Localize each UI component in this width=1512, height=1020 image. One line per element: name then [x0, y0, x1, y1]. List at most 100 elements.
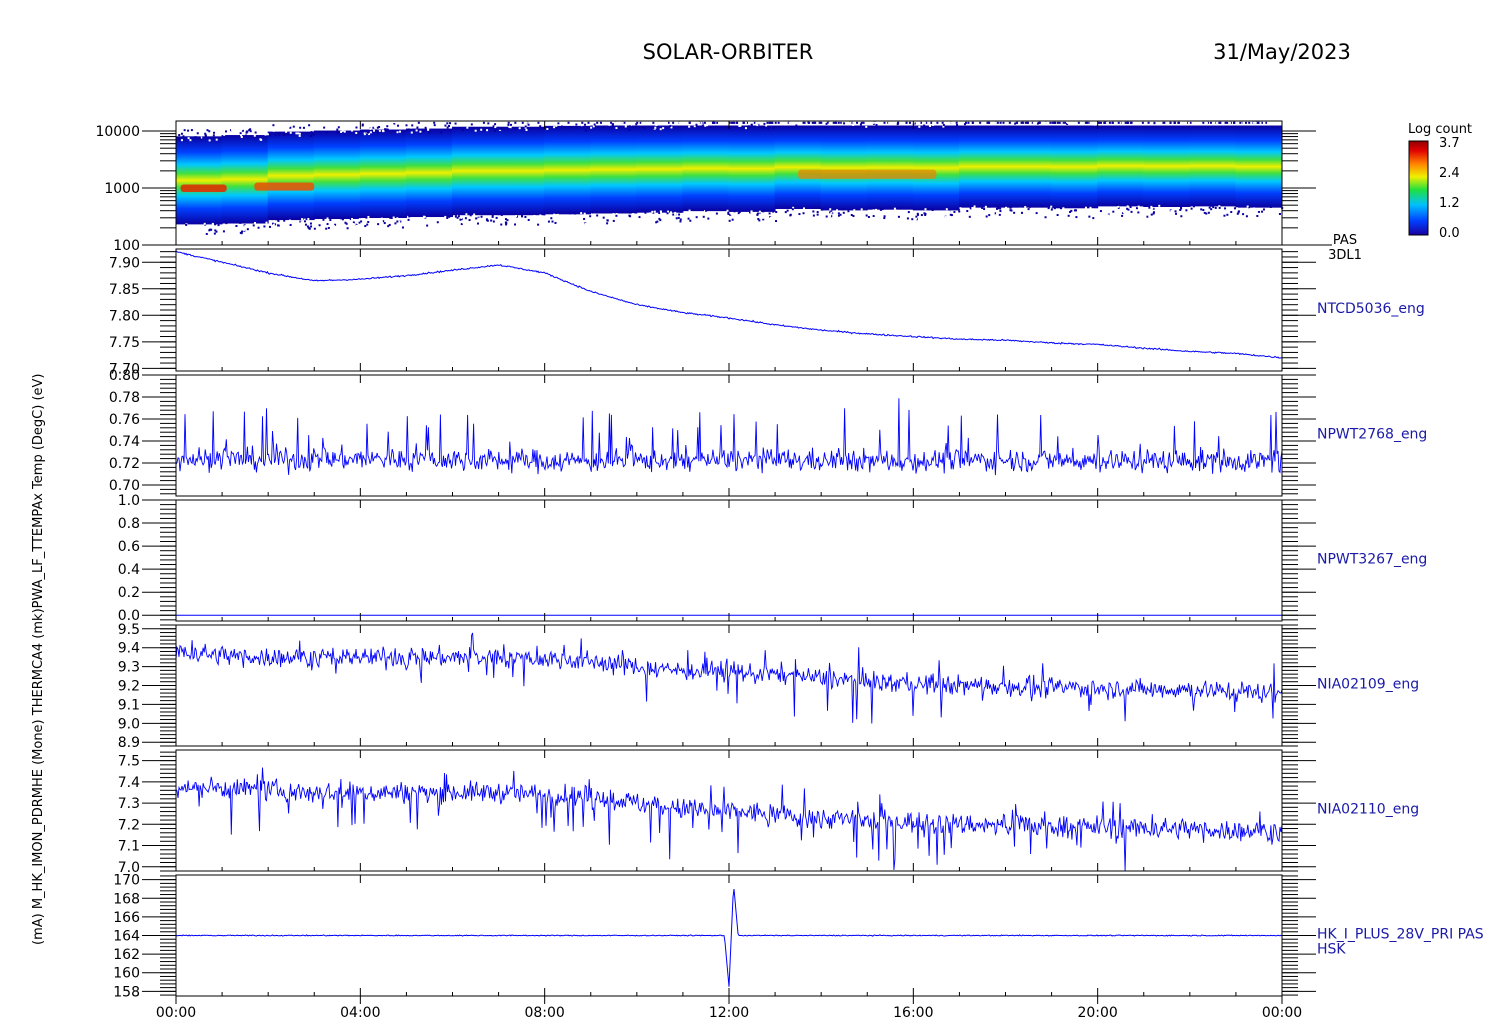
spectrogram-noise	[327, 226, 330, 229]
spectrogram-noise	[774, 121, 777, 124]
spectrogram-noise	[757, 218, 760, 221]
spectrogram-noise	[468, 124, 471, 127]
spectrogram-noise	[850, 214, 853, 217]
spectrogram-noise	[652, 121, 655, 124]
spectrogram-noise	[628, 211, 631, 214]
spectrogram-noise	[500, 213, 503, 216]
spectrogram-noise	[1259, 121, 1262, 124]
spectrogram-noise	[826, 121, 829, 124]
spectrogram-noise	[417, 121, 420, 124]
spectrogram-noise	[1147, 121, 1150, 124]
spectrogram-noise	[240, 136, 243, 139]
spectrogram-noise	[1211, 214, 1214, 217]
series-label: NIA02109_eng	[1317, 677, 1419, 693]
spectrogram-noise	[948, 210, 951, 213]
spectrogram-noise	[297, 132, 300, 135]
spectrogram-noise	[352, 221, 355, 224]
spectrogram-noise	[974, 212, 977, 215]
spectrogram-noise	[592, 213, 595, 216]
spectrogram-noise	[1062, 207, 1065, 210]
spectrogram-noise	[373, 125, 376, 128]
spectrogram-noise	[651, 210, 654, 213]
y-tick-label: 0.8	[118, 516, 140, 532]
spectrogram-noise	[352, 219, 355, 222]
spectrogram-noise	[436, 223, 439, 226]
spectrogram-noise	[670, 126, 673, 129]
spectrogram-noise	[583, 217, 586, 220]
spectrogram-noise	[473, 213, 476, 216]
spectrogram-noise	[756, 213, 759, 216]
y-tick-label: 0.70	[109, 478, 140, 494]
spectrogram-noise	[899, 121, 902, 124]
spectrogram-noise	[772, 210, 775, 213]
spectrogram-noise	[606, 219, 609, 222]
spectrogram-noise	[825, 213, 828, 216]
spectrogram-noise	[864, 121, 867, 124]
spectrogram-noise	[407, 218, 410, 221]
spectrogram-noise	[1122, 121, 1125, 124]
spectrogram-noise	[1097, 121, 1100, 124]
x-tick-label: 00:00	[156, 1005, 196, 1020]
spectrogram-noise	[883, 121, 886, 124]
spectrogram-noise	[194, 136, 197, 139]
spectrogram-noise	[1263, 121, 1266, 124]
spectrogram-noise	[927, 125, 930, 128]
spectrogram-noise	[457, 215, 460, 218]
spectrogram-noise	[1083, 123, 1086, 126]
spectrogram-noise	[1067, 214, 1070, 217]
spectrogram-noise	[918, 121, 921, 124]
spectrogram-noise	[635, 123, 638, 126]
spectrogram-noise	[524, 215, 527, 218]
spectrogram-noise	[218, 231, 221, 234]
spectrogram-noise	[915, 121, 918, 124]
spectrogram-noise	[635, 217, 638, 220]
spectrogram-noise	[1148, 215, 1151, 218]
spectrogram-noise	[514, 121, 517, 124]
spectrogram-noise	[1121, 214, 1124, 217]
spectrogram-noise	[769, 219, 772, 222]
spectrogram-noise	[971, 121, 974, 124]
spectrogram-noise	[300, 221, 303, 224]
spectrogram-noise	[812, 210, 815, 213]
spectrogram-noise	[765, 219, 768, 222]
spectrogram-noise	[1232, 121, 1235, 124]
spectrogram-bin	[175, 136, 223, 225]
spectrogram-noise	[938, 212, 941, 215]
spectrogram-noise	[478, 124, 481, 127]
y-tick-label: 0.78	[109, 390, 140, 406]
spectrogram-noise	[261, 128, 264, 131]
spectrogram-noise	[1214, 206, 1217, 209]
spectrogram-noise	[765, 218, 768, 221]
spectrogram-noise	[1092, 217, 1095, 220]
spectrogram-noise	[385, 128, 388, 131]
spectrogram-noise	[917, 121, 920, 124]
spectrogram-noise	[813, 121, 816, 124]
spectrogram-noise	[837, 214, 840, 217]
spectrogram-noise	[1223, 214, 1226, 217]
spectrogram-noise	[533, 121, 536, 124]
spectrogram-noise	[1241, 215, 1244, 218]
spectrogram-noise	[183, 129, 186, 132]
spectrogram-noise	[482, 121, 485, 124]
spectrogram-noise	[286, 133, 289, 136]
spectrogram-noise	[898, 207, 901, 210]
spectrogram-noise	[408, 215, 411, 218]
spectrogram-noise	[762, 216, 765, 219]
spectrogram-noise	[543, 213, 546, 216]
spectrogram-noise	[970, 121, 973, 124]
spectrogram-noise	[358, 221, 361, 224]
spectrogram-noise	[415, 224, 418, 227]
spectrogram-noise	[334, 223, 337, 226]
x-axis: 00:00 04:00 08:00 12:00 16:00 20:00 00:00	[156, 121, 1302, 1020]
spectrogram-noise	[533, 214, 536, 217]
spectrogram-noise	[1052, 121, 1055, 124]
spectrogram-noise	[852, 214, 855, 217]
spectrogram-noise	[738, 124, 741, 127]
spectrogram-noise	[775, 220, 778, 223]
spectrogram-noise	[580, 212, 583, 215]
spectrogram-noise	[270, 127, 273, 130]
spectrogram-noise	[214, 229, 217, 232]
spectrogram-noise	[749, 211, 752, 214]
spectrogram-noise	[363, 132, 366, 135]
spectrogram-noise	[525, 121, 528, 124]
